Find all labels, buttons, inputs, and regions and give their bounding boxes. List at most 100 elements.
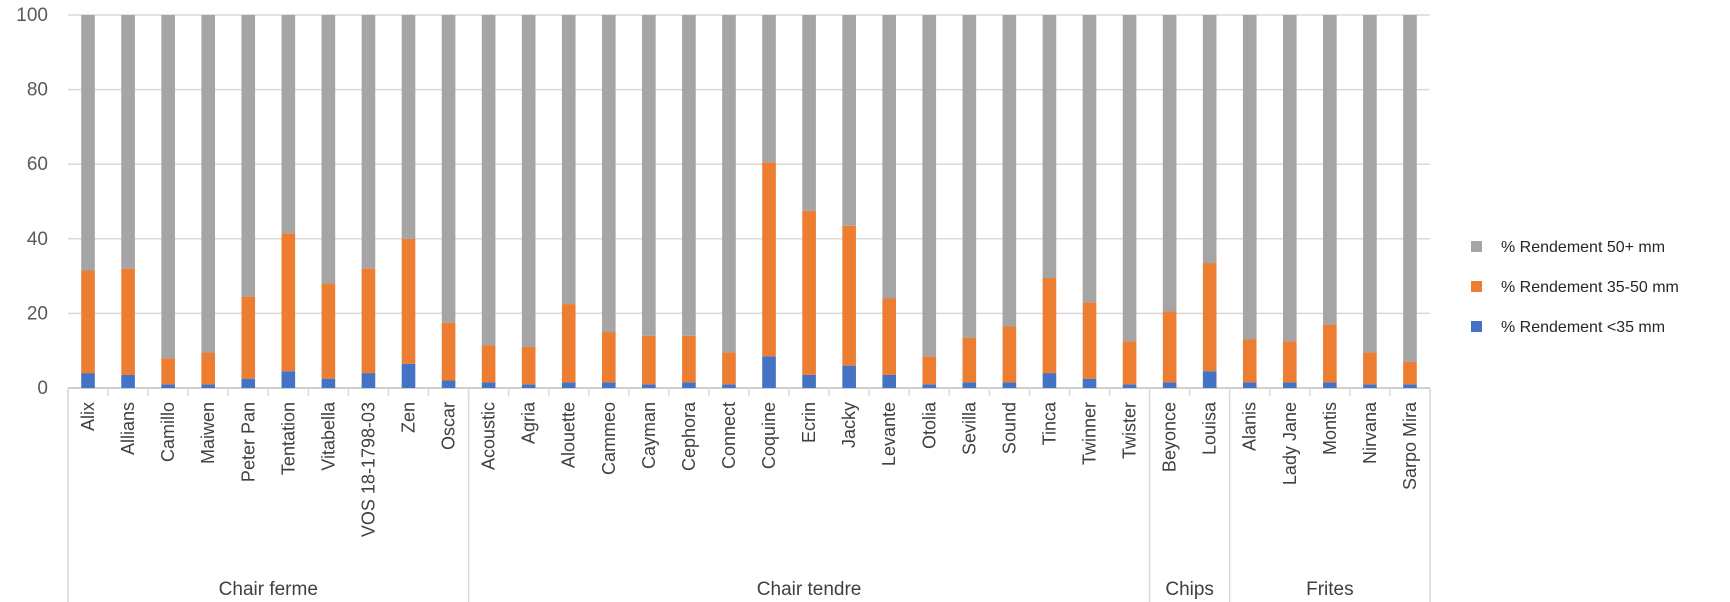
category-label: Agria [519, 401, 539, 444]
bar-segment-s0 [842, 365, 856, 388]
legend-swatch [1471, 321, 1482, 332]
bar-segment-s0 [401, 363, 416, 388]
bar-segment-s1 [241, 296, 256, 379]
bar-segment-s1 [1282, 341, 1297, 383]
bar-segment-s1 [121, 268, 135, 375]
category-label: Maiwen [198, 402, 218, 464]
category-label: Coquine [759, 402, 779, 469]
bar-segment-s2 [441, 15, 456, 323]
bar-segment-s2 [1042, 15, 1057, 278]
bar-segment-s2 [361, 15, 376, 269]
bar-segment-s2 [401, 15, 416, 239]
bar-segment-s0 [601, 382, 616, 388]
category-label: Twister [1120, 402, 1140, 459]
category-label: Cammeo [599, 402, 619, 475]
category-label: Zen [399, 402, 419, 433]
bar-segment-s0 [561, 382, 576, 388]
bar-segment-s1 [201, 352, 216, 385]
bar-segment-s1 [601, 332, 616, 383]
bar-segment-s0 [1122, 384, 1137, 388]
bar-segment-s1 [962, 337, 977, 383]
bar-segment-s1 [802, 210, 816, 375]
category-label: Allians [118, 402, 138, 455]
y-tick-label: 20 [27, 303, 48, 324]
bar-segment-s1 [642, 335, 656, 385]
bar-segment-s1 [762, 162, 776, 357]
category-label: Sound [999, 402, 1019, 454]
bar-segment-s1 [1363, 352, 1377, 385]
bar-segment-s0 [1323, 382, 1337, 388]
bar-segment-s1 [722, 352, 736, 385]
category-label: Tentation [278, 402, 298, 475]
bar-segment-s2 [241, 15, 256, 297]
bar-segment-s2 [642, 15, 656, 336]
bar-segment-s0 [682, 382, 696, 388]
bar-segment-s2 [121, 15, 135, 269]
bar-segment-s2 [1242, 15, 1257, 340]
bar-segment-s2 [682, 15, 696, 336]
category-label: Acoustic [479, 402, 499, 470]
bar-segment-s1 [441, 322, 456, 381]
group-label: Frites [1306, 579, 1354, 600]
bar-segment-s1 [922, 356, 937, 385]
category-label: Jacky [839, 402, 859, 448]
bar-segment-s0 [1002, 382, 1017, 388]
bar-segment-s0 [1282, 382, 1297, 388]
bar-segment-s2 [1002, 15, 1017, 327]
bar-segment-s2 [802, 15, 816, 211]
category-label: Peter Pan [238, 402, 258, 482]
bar-segment-s0 [1363, 384, 1377, 388]
bar-segment-s2 [1323, 15, 1337, 325]
bar-segment-s2 [601, 15, 616, 333]
bar-segment-s0 [481, 382, 496, 388]
bar-segment-s1 [1202, 263, 1217, 372]
category-label: Levante [879, 402, 899, 466]
bar-segment-s0 [321, 378, 336, 388]
legend-swatch [1471, 281, 1482, 292]
bar-segment-s2 [1403, 15, 1417, 362]
y-tick-label: 40 [27, 229, 48, 250]
bar-segment-s0 [161, 384, 175, 388]
category-label: Twinner [1080, 402, 1100, 465]
bar-segment-s2 [201, 15, 216, 353]
bar-segment-s0 [281, 371, 296, 388]
bar-segment-s2 [1282, 15, 1297, 342]
bar-segment-s2 [521, 15, 536, 347]
group-label: Chair tendre [757, 579, 862, 600]
bar-segment-s0 [802, 374, 816, 388]
bar-segment-s2 [962, 15, 977, 338]
category-label: Cayman [639, 402, 659, 469]
legend-label: % Rendement <35 mm [1501, 319, 1665, 336]
y-tick-label: 0 [37, 378, 48, 399]
bar-segment-s0 [922, 384, 937, 388]
bar-segment-s0 [1162, 382, 1177, 388]
bars [81, 15, 1417, 388]
bar-segment-s0 [521, 384, 536, 388]
bar-segment-s2 [481, 15, 496, 346]
bar-segment-s1 [1122, 341, 1137, 385]
category-label: Otolia [919, 401, 939, 449]
bar-segment-s1 [1162, 311, 1177, 383]
bar-segment-s0 [962, 382, 977, 388]
category-label: Connect [719, 402, 739, 469]
category-label: Nirvana [1360, 401, 1380, 464]
bar-segment-s1 [1403, 361, 1417, 385]
legend: % Rendement 50+ mm % Rendement 35-50 mm % … [1471, 239, 1679, 336]
bar-segment-s2 [1363, 15, 1377, 353]
group-label: Chair ferme [219, 579, 318, 600]
bar-segment-s1 [561, 304, 576, 383]
bar-segment-s0 [441, 380, 456, 388]
bar-segment-s1 [682, 335, 696, 383]
bar-segment-s2 [1202, 15, 1217, 264]
category-label: Beyonce [1160, 402, 1180, 472]
bar-segment-s2 [1082, 15, 1097, 303]
category-label: Alouette [559, 402, 579, 468]
bar-segment-s0 [361, 373, 376, 388]
bar-segment-s0 [1042, 373, 1057, 388]
bar-segment-s1 [401, 238, 416, 364]
category-label: Camillo [158, 402, 178, 462]
category-label: Montis [1320, 402, 1340, 455]
bar-segment-s2 [722, 15, 736, 353]
bar-segment-s2 [762, 15, 776, 163]
